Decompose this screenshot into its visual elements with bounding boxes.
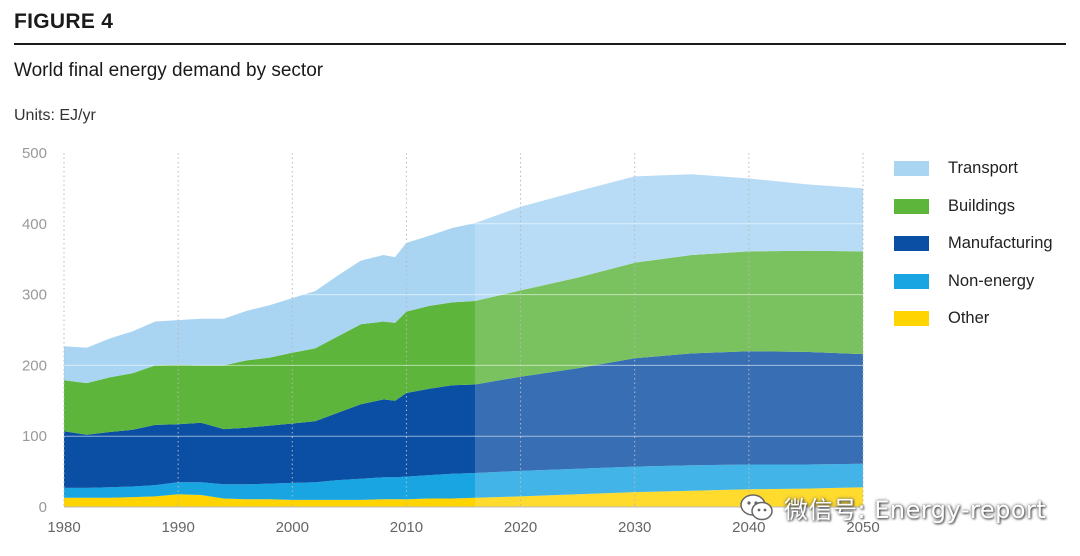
grid-lines — [63, 152, 864, 508]
y-tick-label: 0 — [39, 499, 47, 516]
y-tick-label: 400 — [22, 216, 47, 233]
x-tick-label: 2030 — [618, 519, 651, 536]
x-tick-label: 2040 — [732, 519, 765, 536]
units-label: Units: EJ/yr — [14, 107, 96, 124]
area-layers — [64, 174, 863, 507]
legend-item-buildings: Buildings — [894, 188, 1053, 226]
x-tick-label: 2020 — [504, 519, 537, 536]
legend-item-transport: Transport — [894, 150, 1053, 188]
legend-swatch — [894, 161, 929, 177]
y-tick-label: 100 — [22, 428, 47, 445]
y-tick-label: 500 — [22, 145, 47, 162]
legend-swatch — [894, 236, 929, 252]
x-tick-label: 2000 — [276, 519, 309, 536]
legend-item-manufacturing: Manufacturing — [894, 225, 1053, 263]
legend-swatch — [894, 198, 929, 214]
area-buildings — [64, 250, 863, 435]
y-axis-ticks: 0 100 200 300 400 500 — [22, 145, 47, 516]
area-transport — [64, 174, 863, 384]
area-manufacturing — [64, 351, 863, 488]
legend-item-non-energy: Non-energy — [894, 263, 1053, 301]
y-tick-label: 200 — [22, 357, 47, 374]
legend-swatch — [894, 311, 929, 327]
x-tick-label: 1980 — [47, 519, 80, 536]
legend-swatch — [894, 273, 929, 289]
legend: Transport Buildings Manufacturing Non-energ… — [894, 150, 1053, 338]
legend-label: Other — [948, 309, 990, 328]
legend-label: Non-energy — [948, 271, 1035, 290]
legend-label: Manufacturing — [948, 234, 1053, 253]
wechat-icon — [740, 493, 773, 520]
area-non-energy — [64, 463, 863, 500]
area-other — [64, 487, 863, 507]
watermark: 微信号: Energy-report — [740, 490, 1046, 525]
x-tick-label: 2010 — [390, 519, 423, 536]
x-tick-label: 2050 — [846, 519, 879, 536]
watermark-text: 微信号: Energy-report — [784, 496, 1047, 524]
legend-label: Transport — [948, 159, 1018, 178]
title-rule — [14, 43, 1066, 45]
legend-label: Buildings — [948, 196, 1015, 215]
figure-label: FIGURE 4 — [14, 10, 114, 33]
chart-title: World final energy demand by sector — [14, 60, 324, 81]
forecast-shade — [474, 143, 863, 507]
legend-item-other: Other — [894, 300, 1053, 338]
x-tick-label: 1990 — [161, 519, 194, 536]
x-axis-ticks: 1980 1990 2000 2010 2020 2030 2040 2050 — [47, 519, 879, 536]
y-tick-label: 300 — [22, 287, 47, 304]
